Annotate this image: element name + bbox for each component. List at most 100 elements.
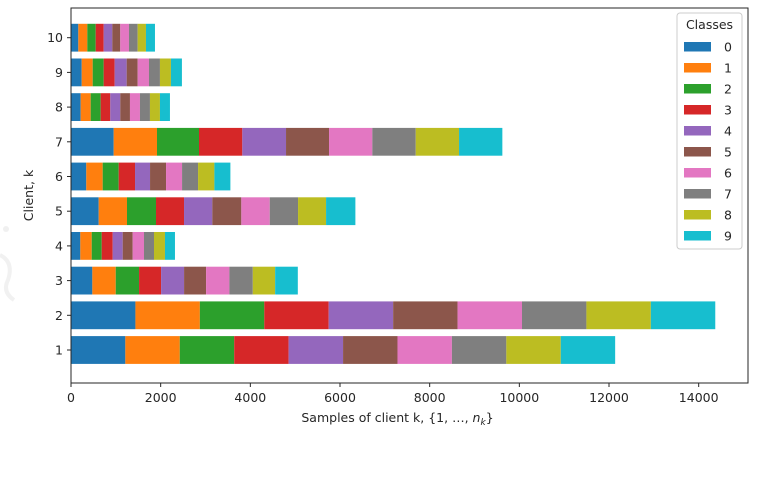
x-axis-label-suffix: } — [486, 410, 494, 425]
bar-segment-client-9-class-2 — [92, 58, 104, 87]
y-tick-label: 7 — [55, 134, 63, 149]
bar-segment-client-4-class-3 — [101, 232, 113, 260]
bar-segment-client-9-class-7 — [148, 58, 160, 87]
bar-segment-client-5-class-0 — [71, 197, 99, 226]
x-axis-label: Samples of client k, {1, …, nk} — [301, 410, 493, 428]
bar-segment-client-2-class-7 — [521, 301, 587, 330]
x-tick-label: 2000 — [145, 390, 177, 405]
bar-segment-client-8-class-5 — [120, 93, 130, 121]
bar-segment-client-10-class-1 — [78, 23, 88, 52]
bar-segment-client-2-class-2 — [199, 301, 265, 330]
bar-segment-client-6-class-5 — [150, 162, 167, 191]
plot-frame — [70, 7, 749, 384]
bar-segment-client-8-class-0 — [71, 93, 81, 121]
y-tick-label: 2 — [55, 308, 63, 323]
bar-segment-client-10-class-5 — [112, 23, 121, 52]
legend-item-class-7: 7 — [684, 187, 732, 202]
bar-segment-client-1-class-5 — [343, 336, 398, 364]
bar-segment-client-4-class-6 — [132, 232, 144, 260]
bar-segment-client-10-class-0 — [71, 23, 79, 52]
bar-segment-client-5-class-4 — [184, 197, 213, 226]
bar-segment-client-7-class-3 — [199, 127, 243, 156]
bar-segment-client-5-class-8 — [298, 197, 327, 226]
x-axis-ticks: 0 2000 4000 6000 8000 10000 12000 14000 — [67, 383, 719, 405]
bar-segment-client-5-class-6 — [241, 197, 270, 226]
bar-segment-client-8-class-3 — [100, 93, 111, 121]
bar-segment-client-10-class-6 — [120, 23, 129, 52]
bar-segment-client-9-class-1 — [81, 58, 93, 87]
x-tick-label: 4000 — [234, 390, 266, 405]
bar-segment-client-1-class-3 — [234, 336, 289, 364]
bar-segment-client-10-class-3 — [95, 23, 104, 52]
legend: Classes 0 1 2 3 4 5 6 7 8 9 — [676, 12, 743, 250]
bar-segment-client-7-class-8 — [415, 127, 460, 156]
bar-segment-client-1-class-4 — [288, 336, 344, 364]
bar-segment-client-5-class-7 — [269, 197, 299, 226]
bar-segment-client-7-class-7 — [372, 127, 416, 156]
legend-swatch — [684, 42, 711, 52]
bar-segment-client-7-class-0 — [71, 127, 114, 156]
bar-segment-client-1-class-9 — [560, 336, 616, 364]
bar-segment-client-3-class-6 — [206, 266, 230, 295]
legend-label: 9 — [724, 229, 732, 244]
bar-segment-client-2-class-5 — [393, 301, 458, 330]
legend-label: 1 — [724, 61, 732, 76]
bar-segment-client-10-class-9 — [145, 23, 155, 52]
bar-segment-client-5-class-2 — [126, 197, 157, 226]
bar-segment-client-7-class-9 — [459, 127, 503, 156]
bar-segment-client-7-class-1 — [113, 127, 157, 156]
bar-segment-client-2-class-0 — [71, 301, 136, 330]
legend-item-class-8: 8 — [684, 208, 732, 223]
legend-label: 2 — [724, 82, 732, 97]
bar-segment-client-3-class-3 — [139, 266, 162, 295]
bar-segment-client-4-class-8 — [153, 232, 165, 260]
legend-swatch — [684, 84, 711, 94]
legend-swatch — [684, 126, 711, 136]
bar-segment-client-2-class-4 — [328, 301, 394, 330]
bar-segment-client-2-class-8 — [586, 301, 651, 330]
x-tick-label: 6000 — [324, 390, 356, 405]
bar-segment-client-4-class-9 — [164, 232, 175, 260]
bar-segment-client-8-class-8 — [149, 93, 160, 121]
legend-swatch — [684, 189, 711, 199]
x-axis-label-prefix: Samples of client k, {1, …, — [301, 410, 472, 425]
bar-segment-client-6-class-4 — [135, 162, 151, 191]
x-tick-label: 12000 — [589, 390, 629, 405]
bar-segment-client-9-class-9 — [170, 58, 182, 87]
y-tick-label: 3 — [55, 273, 63, 288]
x-tick-label: 14000 — [679, 390, 719, 405]
legend-item-class-5: 5 — [684, 145, 732, 160]
legend-item-class-3: 3 — [684, 103, 732, 118]
y-tick-label: 5 — [55, 204, 63, 219]
legend-item-class-4: 4 — [684, 124, 732, 139]
bar-segment-client-9-class-3 — [103, 58, 115, 87]
legend-swatch — [684, 105, 711, 115]
watermark-mark — [0, 226, 16, 302]
bar-segment-client-3-class-2 — [115, 266, 140, 295]
legend-swatch — [684, 231, 711, 241]
x-tick-label: 10000 — [499, 390, 539, 405]
bar-segment-client-6-class-9 — [214, 162, 231, 191]
y-tick-label: 1 — [55, 343, 63, 358]
y-axis-label: Client, k — [21, 169, 36, 221]
legend-label: 4 — [724, 124, 732, 139]
legend-item-class-0: 0 — [684, 40, 732, 55]
bar-segment-client-4-class-5 — [122, 232, 133, 260]
y-tick-label: 9 — [55, 65, 63, 80]
legend-label: 0 — [724, 40, 732, 55]
bar-segment-client-8-class-1 — [80, 93, 91, 121]
bar-segment-client-9-class-5 — [126, 58, 138, 87]
bar-segment-client-6-class-0 — [71, 162, 87, 191]
bar-segment-client-4-class-7 — [143, 232, 154, 260]
bar-segment-client-2-class-6 — [457, 301, 522, 330]
bar-segment-client-6-class-8 — [198, 162, 215, 191]
legend-label: 6 — [724, 166, 732, 181]
y-tick-label: 10 — [47, 30, 63, 45]
x-tick-label: 0 — [67, 390, 75, 405]
bar-segment-client-3-class-0 — [71, 266, 93, 295]
legend-label: 7 — [724, 187, 732, 202]
bar-segment-client-5-class-9 — [326, 197, 356, 226]
bar-segment-client-8-class-7 — [139, 93, 150, 121]
legend-swatch — [684, 63, 711, 73]
